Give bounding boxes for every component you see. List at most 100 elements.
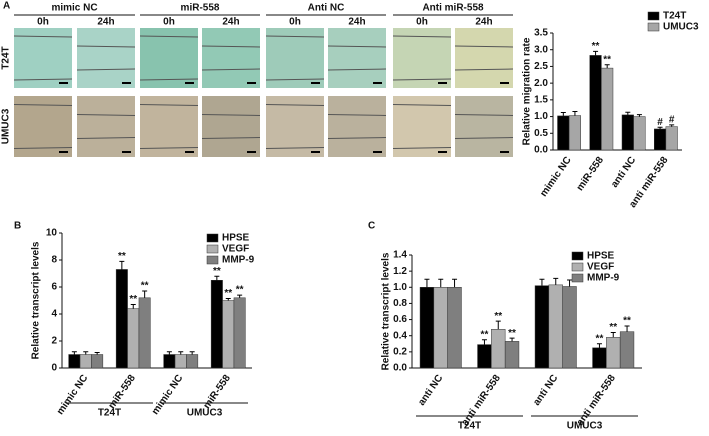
error-bar: [142, 290, 148, 298]
bar: [562, 286, 577, 369]
time-label: 24h: [475, 17, 492, 28]
error-bar: [604, 64, 610, 69]
time-label: 24h: [348, 17, 365, 28]
wound-edge: [454, 45, 514, 48]
wound-edge: [392, 147, 452, 149]
y-tick-label: 1.2: [393, 266, 407, 277]
legend-swatch: [206, 233, 219, 243]
legend-swatch: [647, 11, 660, 21]
y-tick-label: 0: [51, 363, 57, 374]
scale-bar: [438, 82, 447, 84]
time-label: 0h: [163, 17, 175, 28]
scale-bar: [311, 151, 320, 153]
legend-label: VEGF: [587, 262, 614, 273]
x-tick-label: anti NC: [609, 155, 638, 190]
error-bar: [225, 297, 231, 301]
significance: **: [236, 285, 244, 296]
bar: [568, 115, 581, 151]
wound-edge: [265, 104, 325, 106]
panel-label: A: [3, 1, 10, 12]
bar: [606, 337, 621, 369]
scale-bar: [185, 82, 194, 84]
error-bar: [71, 351, 77, 355]
significance: **: [592, 41, 600, 52]
x-tick-label: mimic NC: [150, 373, 185, 417]
y-tick-label: 1.0: [534, 111, 548, 122]
wound-edge: [392, 35, 452, 38]
wound-edge: [139, 35, 199, 38]
x-tick-label: anti NC: [416, 373, 445, 408]
wound-edge: [13, 104, 73, 106]
bar: [186, 354, 199, 369]
group-label: mimic NC: [51, 3, 97, 14]
error-bar: [572, 111, 578, 116]
significance: **: [118, 251, 126, 262]
panel-label: B: [14, 221, 21, 232]
y-tick-label: 1.4: [393, 250, 407, 261]
error-bar: [657, 126, 663, 129]
y-tick-label: 0.2: [393, 346, 407, 357]
bar: [557, 115, 570, 151]
micrograph: [77, 28, 135, 88]
scale-bar: [500, 82, 509, 84]
wound-edge: [327, 68, 387, 71]
error-bar: [539, 278, 545, 286]
bar: [419, 287, 435, 369]
bar: [233, 297, 246, 369]
wound-edge: [201, 137, 261, 139]
significance: **: [213, 266, 221, 277]
wound-edge: [201, 45, 261, 48]
y-tick-label: 1.5: [534, 94, 548, 105]
y-axis-title: Relative transcript levels: [31, 241, 42, 359]
scale-bar: [311, 82, 320, 84]
significance: **: [494, 311, 502, 322]
significance: **: [224, 288, 232, 299]
bar: [548, 284, 563, 369]
x-tick-label: anti miR-558: [575, 373, 618, 428]
significance: **: [603, 54, 611, 65]
micrograph: [266, 96, 324, 157]
y-tick-label: 4: [51, 309, 57, 320]
wound-edge: [76, 45, 136, 48]
error-bar: [625, 111, 631, 115]
error-bar: [237, 294, 243, 298]
legend-label: UMUC3: [663, 22, 699, 33]
time-label: 24h: [97, 17, 114, 28]
group-label: miR-558: [181, 3, 220, 14]
micrograph: [202, 28, 260, 88]
wound-edge: [265, 147, 325, 149]
error-bar: [178, 351, 184, 355]
bar: [163, 354, 176, 369]
scale-bar: [373, 82, 382, 84]
scale-bar: [438, 151, 447, 153]
micrograph: [328, 96, 386, 157]
wound-edge: [265, 78, 325, 81]
error-bar: [553, 277, 559, 285]
y-tick-label: 0.5: [534, 128, 548, 139]
bar: [127, 308, 140, 369]
error-bar: [130, 304, 136, 309]
micrograph: [140, 28, 198, 88]
micrograph: [393, 96, 451, 157]
bar: [477, 344, 492, 369]
wound-edge: [454, 114, 514, 116]
scale-bar: [59, 82, 68, 84]
y-tick-label: 2: [51, 336, 57, 347]
x-tick-label: miR-558: [575, 155, 607, 194]
wound-edge: [327, 114, 387, 116]
y-tick-label: 0.8: [393, 298, 407, 309]
bar: [222, 300, 235, 369]
wound-edge: [454, 68, 514, 71]
scale-bar: [122, 151, 131, 153]
wound-edge: [139, 104, 199, 106]
group-label: T24T: [458, 421, 481, 432]
group-label: Anti NC: [308, 3, 345, 14]
y-tick-label: 6: [51, 282, 57, 293]
x-tick-label: miR-558: [202, 373, 234, 412]
bar: [619, 331, 635, 369]
y-tick-label: 1.0: [393, 282, 407, 293]
y-axis-title: Relative transcript levels: [381, 252, 392, 370]
scale-bar: [122, 82, 131, 84]
significance: **: [141, 281, 149, 292]
